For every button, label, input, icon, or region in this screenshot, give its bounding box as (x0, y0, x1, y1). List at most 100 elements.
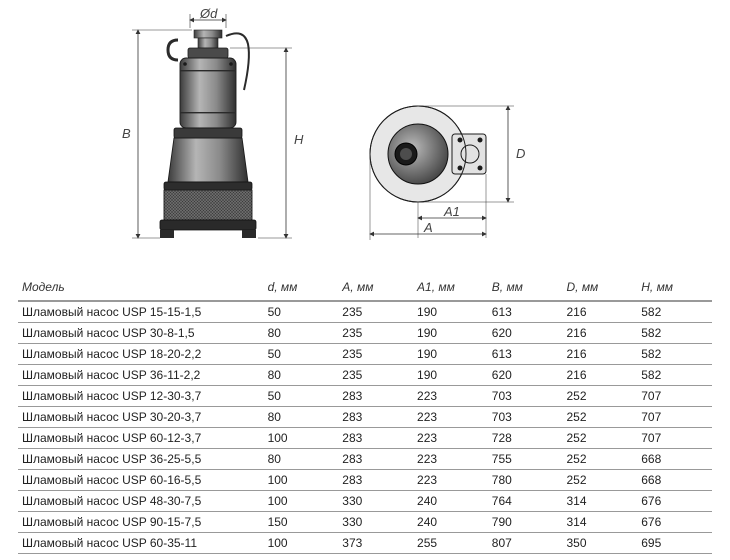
table-cell: 582 (637, 301, 712, 323)
pump-top-view: D A1 A (348, 94, 528, 244)
table-row: Шламовый насос USP 36-25-5,5802832237552… (18, 449, 712, 470)
table-cell: 216 (563, 344, 638, 365)
table-body: Шламовый насос USP 15-15-1,5502351906132… (18, 301, 712, 554)
table-cell: 373 (338, 533, 413, 554)
table-cell: 283 (338, 407, 413, 428)
table-cell: 790 (488, 512, 563, 533)
table-cell: 283 (338, 386, 413, 407)
table-cell: Шламовый насос USP 48-30-7,5 (18, 491, 264, 512)
table-cell: 80 (264, 323, 339, 344)
table-row: Шламовый насос USP 60-16-5,5100283223780… (18, 470, 712, 491)
technical-diagram: Ød B H (18, 10, 712, 274)
pump-side-view: Ød B H (118, 14, 308, 258)
dim-label-a: A (424, 220, 433, 235)
table-cell: Шламовый насос USP 36-25-5,5 (18, 449, 264, 470)
table-cell: 620 (488, 365, 563, 386)
dim-label-d: D (516, 146, 525, 161)
table-cell: 252 (563, 449, 638, 470)
table-cell: 728 (488, 428, 563, 449)
table-cell: 707 (637, 407, 712, 428)
table-cell: 252 (563, 386, 638, 407)
table-cell: 252 (563, 428, 638, 449)
table-cell: 252 (563, 470, 638, 491)
table-cell: 223 (413, 386, 488, 407)
dim-label-b: B (122, 126, 131, 141)
table-cell: 330 (338, 512, 413, 533)
table-cell: 668 (637, 449, 712, 470)
col-h: H, мм (637, 274, 712, 301)
table-cell: 223 (413, 428, 488, 449)
table-cell: 252 (563, 407, 638, 428)
table-row: Шламовый насос USP 15-15-1,5502351906132… (18, 301, 712, 323)
table-cell: Шламовый насос USP 60-35-11 (18, 533, 264, 554)
table-row: Шламовый насос USP 12-30-3,7502832237032… (18, 386, 712, 407)
col-a1: A1, мм (413, 274, 488, 301)
table-cell: Шламовый насос USP 60-12-3,7 (18, 428, 264, 449)
table-cell: 613 (488, 301, 563, 323)
table-cell: 707 (637, 386, 712, 407)
table-cell: 100 (264, 428, 339, 449)
table-cell: 80 (264, 449, 339, 470)
table-cell: 613 (488, 344, 563, 365)
table-cell: 330 (338, 491, 413, 512)
table-cell: 676 (637, 512, 712, 533)
table-cell: 235 (338, 301, 413, 323)
table-cell: 283 (338, 470, 413, 491)
table-cell: 150 (264, 512, 339, 533)
table-cell: 240 (413, 512, 488, 533)
col-b: B, мм (488, 274, 563, 301)
table-header: Модель d, мм A, мм A1, мм B, мм D, мм H,… (18, 274, 712, 301)
col-model: Модель (18, 274, 264, 301)
table-cell: 314 (563, 491, 638, 512)
table-cell: 620 (488, 323, 563, 344)
table-cell: 314 (563, 512, 638, 533)
table-cell: 216 (563, 323, 638, 344)
table-row: Шламовый насос USP 90-15-7,5150330240790… (18, 512, 712, 533)
table-cell: Шламовый насос USP 36-11-2,2 (18, 365, 264, 386)
table-cell: 582 (637, 365, 712, 386)
table-cell: 80 (264, 407, 339, 428)
table-cell: 216 (563, 365, 638, 386)
table-cell: 283 (338, 449, 413, 470)
table-cell: 676 (637, 491, 712, 512)
table-cell: Шламовый насос USP 15-15-1,5 (18, 301, 264, 323)
table-cell: Шламовый насос USP 30-8-1,5 (18, 323, 264, 344)
table-cell: 80 (264, 365, 339, 386)
table-cell: 703 (488, 386, 563, 407)
dim-label-od: Ød (200, 6, 217, 21)
table-row: Шламовый насос USP 30-8-1,58023519062021… (18, 323, 712, 344)
table-cell: 240 (413, 491, 488, 512)
table-cell: 223 (413, 407, 488, 428)
table-cell: 235 (338, 344, 413, 365)
table-row: Шламовый насос USP 48-30-7,5100330240764… (18, 491, 712, 512)
dim-label-h: H (294, 132, 303, 147)
table-cell: 190 (413, 323, 488, 344)
table-cell: 190 (413, 365, 488, 386)
col-a: A, мм (338, 274, 413, 301)
table-cell: 582 (637, 323, 712, 344)
table-row: Шламовый насос USP 30-20-3,7802832237032… (18, 407, 712, 428)
table-cell: Шламовый насос USP 30-20-3,7 (18, 407, 264, 428)
table-cell: 764 (488, 491, 563, 512)
table-cell: 668 (637, 470, 712, 491)
table-cell: 190 (413, 344, 488, 365)
table-row: Шламовый насос USP 36-11-2,2802351906202… (18, 365, 712, 386)
col-dd: D, мм (563, 274, 638, 301)
table-cell: 223 (413, 470, 488, 491)
table-row: Шламовый насос USP 60-12-3,7100283223728… (18, 428, 712, 449)
table-cell: 100 (264, 470, 339, 491)
table-row: Шламовый насос USP 18-20-2,2502351906132… (18, 344, 712, 365)
table-cell: 780 (488, 470, 563, 491)
table-cell: 50 (264, 344, 339, 365)
table-cell: 50 (264, 386, 339, 407)
table-cell: Шламовый насос USP 90-15-7,5 (18, 512, 264, 533)
table-cell: 755 (488, 449, 563, 470)
table-cell: 216 (563, 301, 638, 323)
table-cell: 703 (488, 407, 563, 428)
table-cell: Шламовый насос USP 18-20-2,2 (18, 344, 264, 365)
table-cell: 807 (488, 533, 563, 554)
table-cell: 223 (413, 449, 488, 470)
table-cell: 350 (563, 533, 638, 554)
col-d: d, мм (264, 274, 339, 301)
table-cell: 100 (264, 533, 339, 554)
